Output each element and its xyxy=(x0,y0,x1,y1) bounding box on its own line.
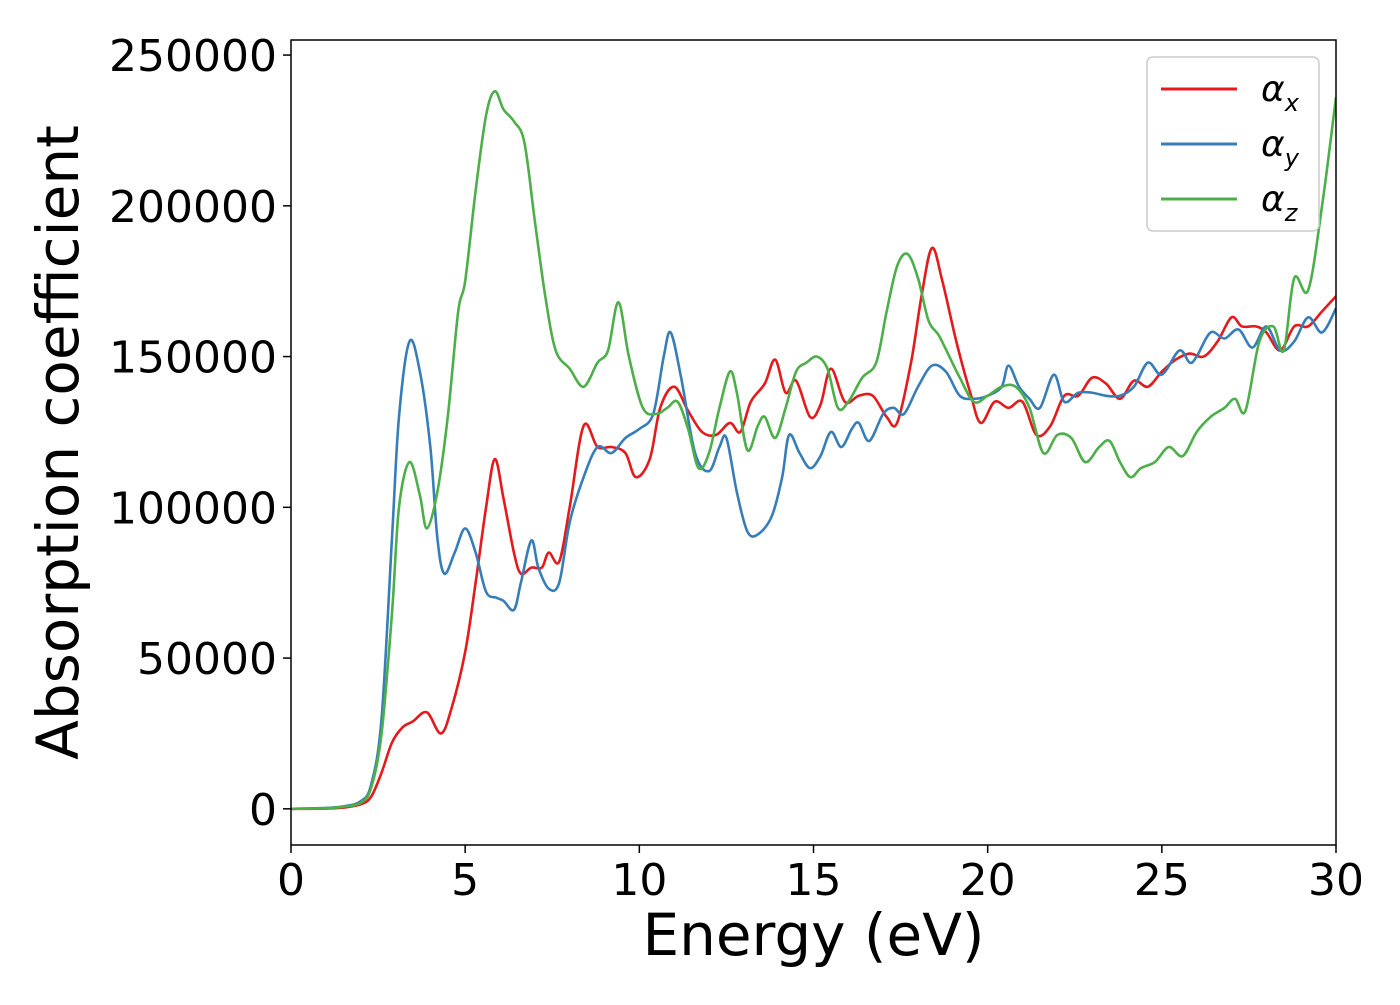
x-tick-label: 5 xyxy=(451,855,479,906)
x-tick-label: 25 xyxy=(1134,855,1190,906)
y-axis-ticks: 0 50000 100000 150000 200000 250000 xyxy=(109,31,291,836)
x-tick-label: 30 xyxy=(1308,855,1364,906)
series-line-z xyxy=(291,89,1336,811)
x-tick-label: 20 xyxy=(960,855,1016,906)
legend-subscript: z xyxy=(1284,199,1299,227)
x-axis-ticks: 0 5 10 15 20 25 30 xyxy=(277,845,1364,906)
x-tick-label: 15 xyxy=(786,855,842,906)
y-tick-label: 0 xyxy=(249,785,277,836)
y-axis-label: Absorption coefficient xyxy=(24,125,92,760)
series-line-x xyxy=(291,246,1336,811)
x-tick-label: 0 xyxy=(277,855,305,906)
x-axis-label: Energy (eV) xyxy=(642,901,984,969)
y-tick-label: 250000 xyxy=(109,31,277,82)
legend-subscript: y xyxy=(1284,144,1300,172)
series-line-y xyxy=(291,307,1336,811)
y-tick-label: 150000 xyxy=(109,333,277,384)
x-tick-label: 10 xyxy=(611,855,667,906)
legend-subscript: x xyxy=(1284,89,1300,117)
y-tick-label: 100000 xyxy=(109,483,277,534)
series-layer xyxy=(291,89,1336,811)
y-tick-label: 50000 xyxy=(137,634,277,685)
y-tick-label: 200000 xyxy=(109,182,277,233)
